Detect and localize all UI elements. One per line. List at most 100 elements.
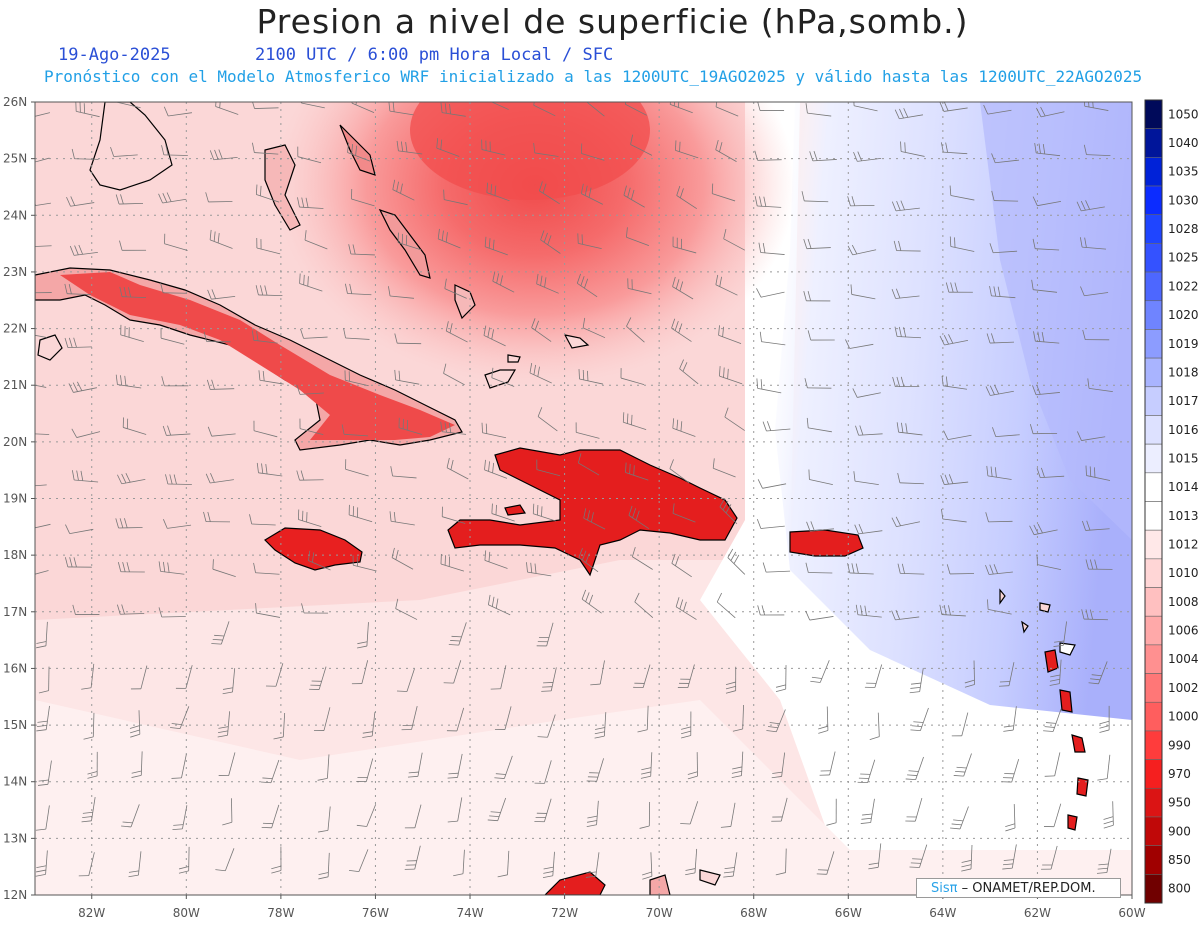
colorbar-label: 1010 — [1168, 566, 1199, 580]
wind-barb — [1080, 286, 1109, 297]
wind-barb — [526, 562, 552, 577]
wind-barb — [1005, 804, 1016, 832]
wind-barb — [273, 712, 286, 740]
colorbar-label: 1028 — [1168, 222, 1199, 236]
wind-barb — [775, 848, 787, 876]
wind-barb — [304, 230, 328, 250]
wind-barb — [1036, 467, 1065, 479]
wind-barb — [258, 370, 284, 385]
wind-barb — [1034, 143, 1061, 157]
wind-barb — [69, 244, 98, 256]
wind-barb — [672, 503, 696, 523]
wind-barb — [260, 759, 280, 784]
wind-barb — [161, 145, 188, 156]
wind-barb — [301, 603, 329, 614]
wind-barb — [1041, 845, 1058, 870]
wind-barb — [853, 471, 879, 485]
wind-barb — [121, 804, 140, 828]
wind-barb — [758, 242, 785, 255]
wind-barb — [669, 459, 690, 484]
wind-barb — [894, 326, 922, 339]
wind-barb — [1103, 801, 1114, 829]
wind-barb — [444, 278, 467, 299]
colorbar-label: 1008 — [1168, 595, 1199, 609]
wind-barbs — [35, 102, 1114, 880]
wind-barb — [806, 521, 835, 532]
wind-barb — [711, 183, 736, 202]
wind-barb — [985, 564, 1013, 575]
wind-barb — [436, 138, 460, 157]
wind-barb — [576, 273, 598, 298]
wind-barb — [388, 102, 414, 116]
wind-barb — [943, 430, 972, 440]
colorbar-swatch — [1144, 214, 1163, 244]
wind-barb — [1002, 844, 1017, 870]
lat-label: 18N — [3, 548, 27, 562]
wind-barb — [128, 851, 142, 878]
lon-label: 76W — [362, 906, 389, 920]
wind-barb — [762, 562, 791, 573]
wind-barb — [809, 150, 837, 162]
wind-barb — [671, 318, 692, 342]
wind-barb — [577, 233, 602, 250]
wind-barb — [1032, 384, 1060, 396]
wind-barb — [165, 474, 192, 485]
wind-barb — [1081, 609, 1108, 621]
wind-barb — [628, 505, 650, 529]
wind-barb — [115, 194, 144, 205]
wind-barb — [810, 660, 830, 683]
wind-barb — [36, 621, 48, 649]
wind-barb — [1043, 708, 1062, 732]
wind-barb — [900, 141, 925, 157]
wind-barb — [209, 149, 238, 161]
wind-barb — [394, 369, 420, 385]
wind-barb — [249, 514, 276, 526]
wind-barb — [905, 756, 924, 781]
wind-barb — [803, 291, 831, 302]
wind-barb — [401, 706, 418, 731]
wind-barb — [117, 562, 145, 573]
wind-barb — [481, 139, 506, 156]
wind-barb — [343, 328, 370, 340]
wind-barb — [581, 589, 602, 614]
hispaniola — [447, 447, 738, 577]
wind-barb — [725, 666, 737, 694]
colorbar-label: 1000 — [1168, 710, 1199, 724]
colorbar-swatch — [1144, 759, 1163, 789]
wind-barb — [131, 751, 143, 778]
wind-barb — [805, 562, 833, 574]
wind-barb — [816, 851, 835, 875]
colorbar-swatch — [1144, 300, 1163, 330]
wind-barb — [577, 453, 600, 476]
wind-barb — [992, 427, 1020, 438]
wind-barb — [720, 802, 736, 828]
wind-barb — [680, 801, 699, 825]
wind-barb — [404, 804, 422, 829]
wind-barb — [255, 184, 280, 203]
wind-barb — [211, 621, 230, 645]
wind-barb — [215, 848, 235, 872]
colorbar-frame — [1144, 99, 1163, 904]
wind-barb — [348, 244, 375, 256]
wind-barb — [940, 474, 969, 485]
wind-barb — [265, 663, 284, 687]
wind-barb — [162, 519, 192, 529]
colorbar-swatch — [1144, 558, 1163, 588]
wind-barb — [35, 570, 49, 575]
wind-barb — [1099, 705, 1110, 733]
wind-barb — [72, 604, 100, 615]
wind-barb — [582, 317, 606, 339]
wind-barb — [757, 479, 787, 489]
wind-barb — [35, 245, 52, 247]
wind-barb — [854, 523, 883, 535]
wind-barb — [534, 798, 552, 823]
wind-barb — [445, 321, 468, 343]
wind-barb — [986, 465, 1012, 480]
wind-barb — [158, 607, 186, 618]
wind-barb — [532, 503, 557, 522]
colorbar-label: 1013 — [1168, 509, 1199, 523]
wind-barb — [443, 660, 462, 684]
wind-barb — [65, 524, 94, 534]
colorbar-swatch — [1144, 243, 1163, 273]
